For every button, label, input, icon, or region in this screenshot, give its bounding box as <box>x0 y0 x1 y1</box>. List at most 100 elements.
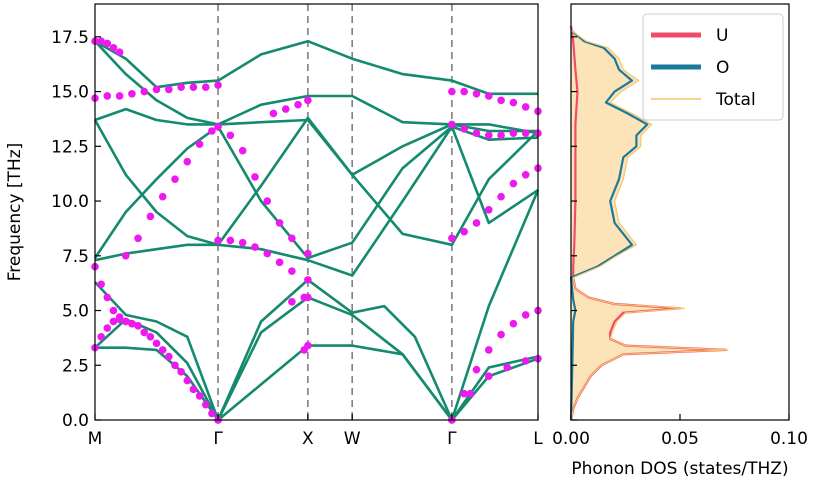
experimental-point <box>158 346 167 354</box>
experimental-point <box>177 83 185 91</box>
experimental-point <box>275 219 284 227</box>
band-y-ticks: 0.0 2.5 5.0 7.5 10.0 12.5 15.0 17.5 <box>51 28 101 431</box>
experimental-point <box>165 85 173 94</box>
experimental-point <box>251 173 259 181</box>
experimental-point <box>177 368 185 376</box>
experimental-point <box>304 293 312 302</box>
experimental-point <box>497 192 505 201</box>
experimental-point <box>521 170 530 179</box>
experimental-point <box>448 87 456 96</box>
experimental-point <box>195 392 204 400</box>
experimental-point <box>171 361 179 370</box>
band-x-tick-label: Γ <box>213 429 223 449</box>
experimental-point <box>281 105 290 113</box>
band-y-tick-label: 17.5 <box>51 28 89 48</box>
experimental-point <box>497 330 505 339</box>
experimental-point <box>484 372 493 381</box>
calc-band-4 <box>94 125 539 277</box>
dos-legend: U O Total <box>642 13 784 121</box>
experimental-point <box>158 192 167 201</box>
experimental-point <box>269 109 278 118</box>
band-y-axis-title: Frequency [THz] <box>5 143 25 282</box>
band-x-tick-label: Γ <box>447 429 457 449</box>
dos-x-ticks: 0.00 0.05 0.10 <box>552 414 808 449</box>
band-x-tick-label: W <box>344 429 361 449</box>
dos-total-fill <box>571 30 728 421</box>
calc-band-6 <box>93 116 539 247</box>
experimental-point <box>201 83 210 91</box>
experimental-point <box>238 146 247 155</box>
experimental-point <box>103 39 112 48</box>
calc-band-8 <box>94 39 538 96</box>
experimental-point <box>189 83 198 91</box>
experimental-point <box>109 306 118 315</box>
experimental-point <box>288 234 296 243</box>
experimental-point <box>140 87 149 96</box>
legend-box <box>642 13 784 121</box>
experimental-point <box>201 400 210 409</box>
experimental-point <box>460 87 468 96</box>
band-y-tick-label: 7.5 <box>62 247 89 267</box>
experimental-point <box>521 103 530 111</box>
dos-y-ticks <box>571 36 577 421</box>
dos-curve-o <box>569 29 649 421</box>
experimental-point <box>128 89 136 98</box>
experimental-point <box>146 212 155 221</box>
experimental-point <box>208 409 216 418</box>
dos-curve-total <box>570 29 729 421</box>
experimental-point <box>103 293 112 302</box>
band-plot-frame <box>94 3 539 421</box>
experimental-point <box>115 48 124 56</box>
band-x-tick-label: X <box>302 429 314 449</box>
experimental-point <box>497 96 505 105</box>
experimental-point <box>121 251 130 260</box>
high-symmetry-lines <box>217 4 453 420</box>
experimental-point <box>304 276 312 284</box>
experimental-point <box>214 81 222 89</box>
experimental-point <box>509 98 518 107</box>
experimental-point <box>448 120 456 129</box>
experimental-point <box>448 234 456 243</box>
experimental-point <box>189 385 198 394</box>
experimental-point <box>466 389 475 398</box>
experimental-point <box>294 100 302 109</box>
band-y-tick-label: 15.0 <box>51 83 89 103</box>
experimental-point <box>214 122 222 131</box>
experimental-point <box>103 324 112 332</box>
experimental-point <box>183 376 192 385</box>
experimental-point <box>509 179 518 188</box>
experimental-point <box>152 339 161 348</box>
experimental-point <box>146 333 155 341</box>
experimental-point <box>121 317 130 326</box>
experimental-point <box>275 258 284 267</box>
experimental-point <box>134 234 142 243</box>
experimental-point <box>97 333 105 341</box>
calc-band-5 <box>93 125 539 260</box>
experimental-point <box>251 243 259 251</box>
experimental-point <box>97 280 105 289</box>
experimental-point <box>509 319 518 328</box>
experimental-point <box>484 131 493 140</box>
experimental-point <box>115 92 124 100</box>
dos-x-tick-label: 0.10 <box>770 429 808 449</box>
experimental-point <box>472 219 481 227</box>
legend-label-total: Total <box>715 90 756 110</box>
experimental-point <box>171 175 179 183</box>
experimental-point <box>103 92 112 100</box>
experimental-point <box>304 249 312 258</box>
experimental-point <box>521 311 530 319</box>
experimental-point <box>460 389 468 398</box>
dos-x-tick-label: 0.00 <box>552 429 590 449</box>
band-y-tick-label: 10.0 <box>51 192 89 212</box>
experimental-point <box>484 206 493 214</box>
legend-label-u: U <box>716 26 728 46</box>
experimental-point <box>152 85 161 94</box>
experimental-point <box>140 328 149 337</box>
experimental-point <box>288 297 296 306</box>
calc-band-9 <box>94 40 539 135</box>
experimental-point <box>472 129 481 137</box>
experimental-point <box>288 267 296 275</box>
experimental-point <box>263 249 272 258</box>
experimental-point <box>304 96 312 105</box>
